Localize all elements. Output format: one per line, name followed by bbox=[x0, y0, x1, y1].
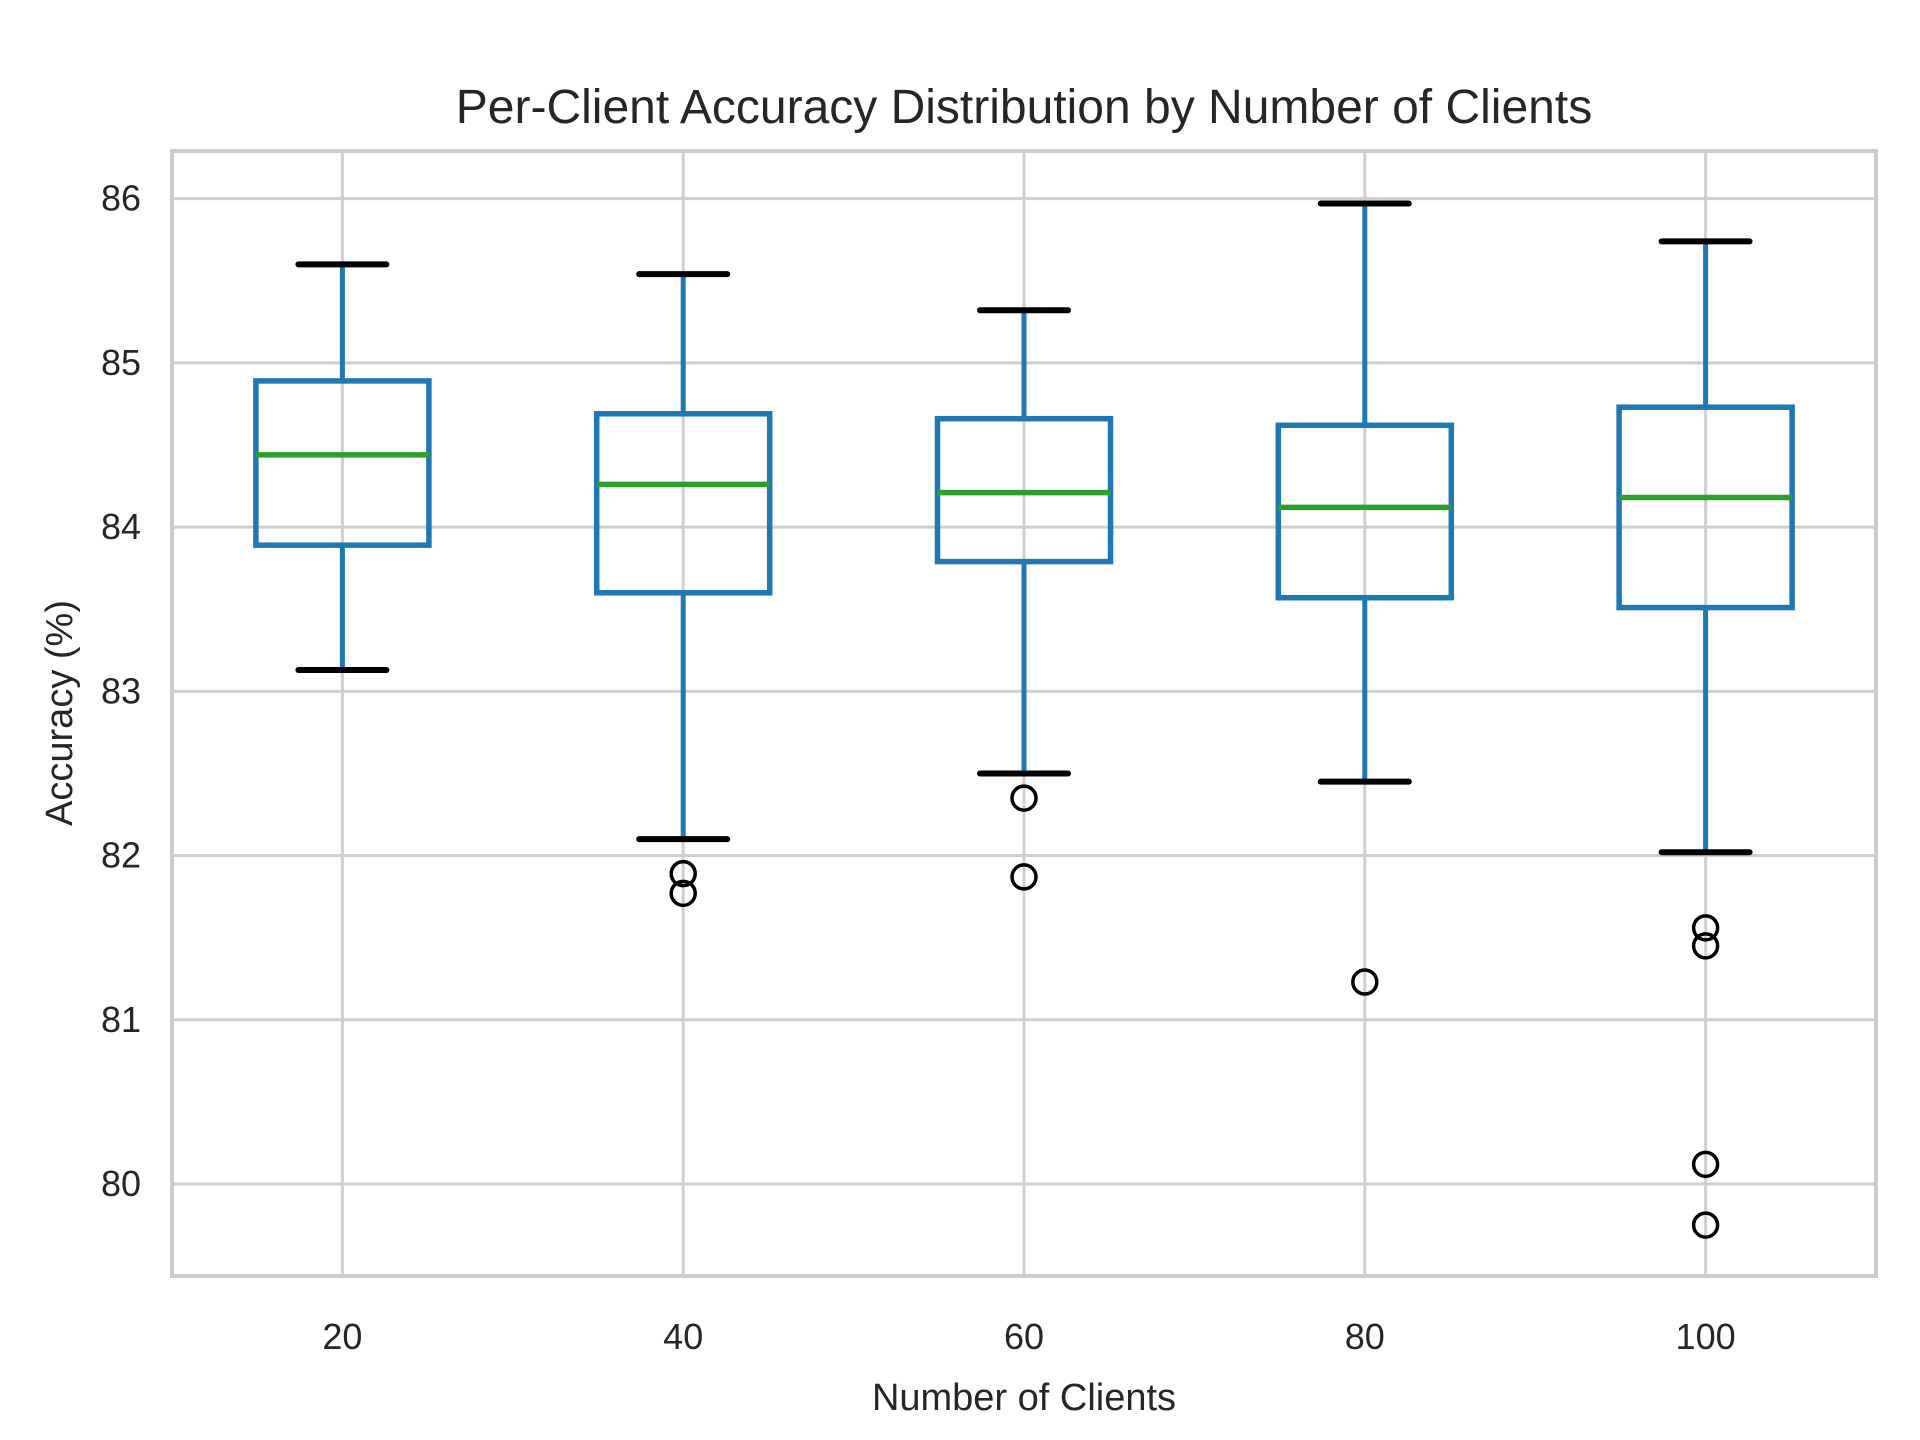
outlier-point bbox=[1691, 1150, 1720, 1179]
chart-title: Per-Client Accuracy Distribution by Numb… bbox=[456, 81, 1592, 134]
outlier-point bbox=[669, 879, 697, 908]
x-tick-label: 80 bbox=[1345, 1316, 1385, 1357]
plot-frame bbox=[170, 149, 1878, 1278]
y-tick-label: 82 bbox=[101, 835, 141, 876]
iqr-box bbox=[1275, 422, 1455, 601]
y-tick-label: 85 bbox=[101, 342, 141, 383]
outlier-point bbox=[1691, 932, 1720, 960]
outlier-point bbox=[1010, 863, 1038, 891]
y-tick-label: 84 bbox=[101, 506, 141, 547]
x-tick-label: 20 bbox=[322, 1316, 362, 1357]
y-axis-label: Accuracy (%) bbox=[39, 600, 81, 826]
y-tick-label: 81 bbox=[101, 999, 141, 1040]
y-tick-label: 80 bbox=[101, 1163, 141, 1204]
x-axis-label: Number of Clients bbox=[872, 1377, 1176, 1419]
x-tick-label: 40 bbox=[663, 1316, 703, 1357]
outlier-point bbox=[1691, 914, 1720, 942]
plot-area: 20 40 60 80 100 80 81 82 83 84 85 86 bbox=[101, 149, 1878, 1357]
y-tick-label: 83 bbox=[101, 670, 141, 711]
iqr-box bbox=[253, 378, 432, 548]
outlier-point bbox=[669, 859, 697, 888]
y-tick-label: 86 bbox=[101, 178, 141, 219]
x-tick-label: 60 bbox=[1004, 1316, 1044, 1357]
outlier-point bbox=[1691, 1211, 1720, 1239]
outlier-point bbox=[1010, 784, 1038, 812]
x-tick-label: 100 bbox=[1676, 1316, 1736, 1357]
outlier-point bbox=[1351, 968, 1379, 996]
iqr-box bbox=[593, 411, 773, 596]
iqr-box bbox=[1616, 404, 1795, 611]
